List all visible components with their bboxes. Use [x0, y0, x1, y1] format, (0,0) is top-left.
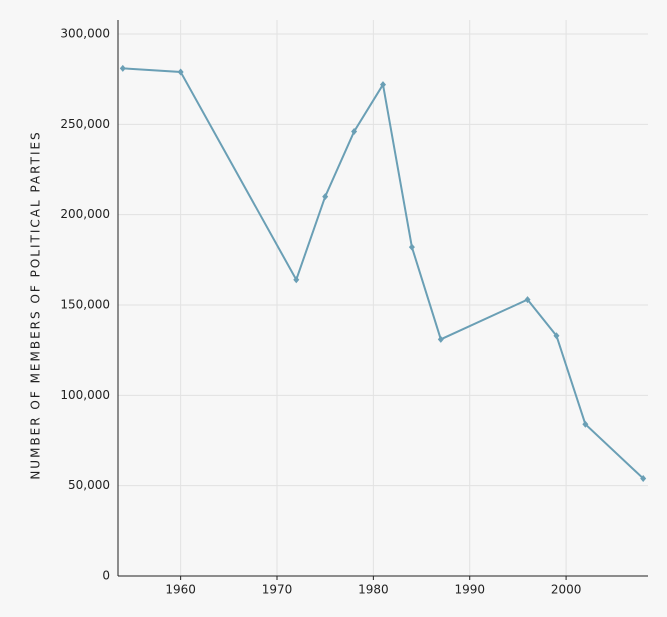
marker: [293, 276, 300, 284]
y-tick-label: 150,000: [60, 298, 110, 312]
marker: [640, 474, 647, 482]
marker: [524, 296, 531, 304]
line: [122, 67, 644, 480]
y-tick-label: 50,000: [68, 478, 110, 492]
marker: [380, 81, 386, 89]
marker: [582, 420, 589, 428]
x-tick-label: 1960: [165, 583, 196, 597]
marker: [351, 128, 358, 136]
x-tick-label: 1970: [262, 583, 293, 597]
x-tick-label: 1990: [454, 583, 485, 597]
y-tick-label: 0: [102, 569, 110, 583]
marker: [408, 243, 415, 251]
y-tick-label: 300,000: [60, 27, 110, 41]
x-tick-label: 2000: [551, 583, 582, 597]
marker: [322, 193, 329, 201]
marker: [553, 332, 560, 340]
marker: [177, 68, 184, 76]
y-tick-label: 100,000: [60, 388, 110, 402]
y-tick-label: 200,000: [60, 207, 110, 221]
marker: [437, 335, 444, 343]
x-tick-label: 1980: [358, 583, 389, 597]
y-axis-label: NUMBER OF MEMBERS OF POLITICAL PARTIES: [29, 130, 43, 479]
y-tick-label: 250,000: [60, 117, 110, 131]
marker: [119, 64, 126, 72]
